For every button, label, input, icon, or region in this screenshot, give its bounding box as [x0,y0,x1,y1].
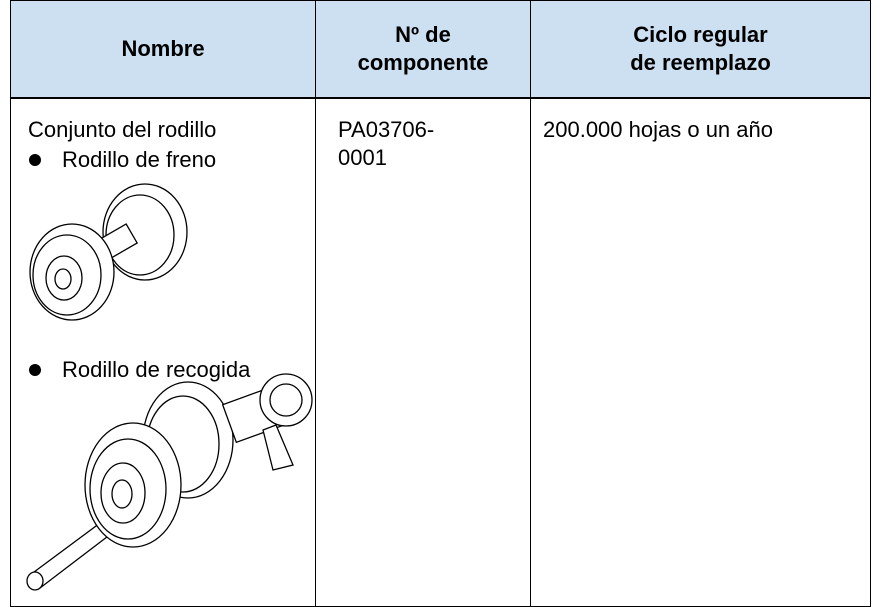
header-text: de reemplazo [630,50,771,75]
border [10,97,871,99]
header-text: Nº de [395,22,451,47]
bullet-item: Rodillo de freno [22,146,881,174]
brake-roller-illustration [29,183,188,321]
pickup-roller-illustration [26,373,313,591]
border [315,0,316,607]
part-line: PA03706- [338,117,435,142]
border [10,0,11,607]
border [530,0,531,607]
border [10,0,871,1]
border [870,0,871,607]
header-text: Nombre [121,36,205,61]
header-cell: Nº de componente [316,0,530,98]
header-cell: Ciclo regular de reemplazo [531,0,870,98]
cell-text: PA03706- 0001 [338,116,434,172]
header-background [11,1,870,98]
cell-text: 200.000 hojas o un año [543,117,773,142]
header-text: Ciclo regular [633,22,768,47]
bullet-item: Rodillo de recogida [22,356,881,384]
header-text: componente [357,50,489,75]
cell-text: Conjunto del rodillo [28,117,217,142]
header-cell: Nombre [11,0,315,98]
part-line: 0001 [338,145,387,170]
